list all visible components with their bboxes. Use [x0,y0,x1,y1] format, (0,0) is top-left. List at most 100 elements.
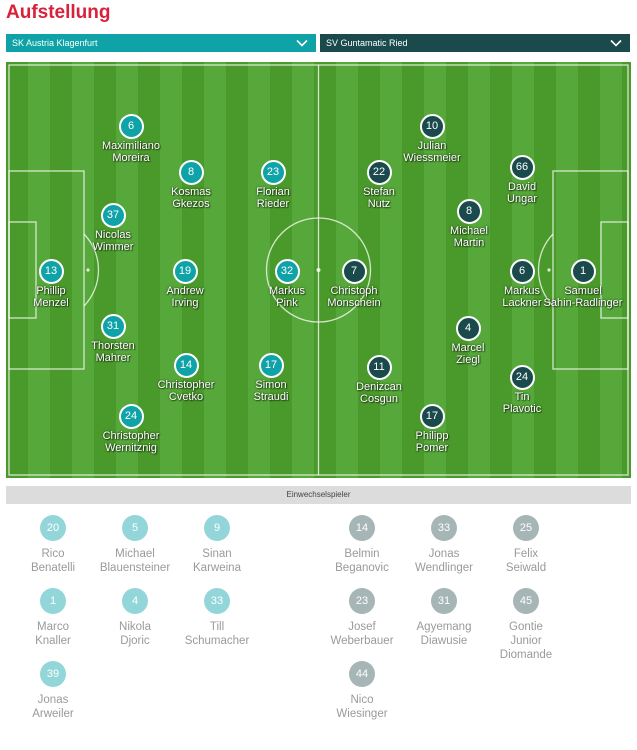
substitute-name: Nikola Djoric [119,621,151,647]
home-player[interactable]: 24 Christopher Wernitznig [86,404,176,454]
away-substitute[interactable]: 33 Jonas Wendlinger [396,515,492,575]
player-number: 10 [419,114,445,139]
away-substitute[interactable]: 23 Josef Weberbauer [314,588,410,648]
player-number: 37 [100,203,126,228]
substitute-number: 1 [40,588,66,614]
substitute-name: Belmin Beganovic [335,548,389,574]
substitute-name: Agyemang Diawusie [416,621,472,647]
away-substitute[interactable]: 44 Nico Wiesinger [314,661,410,721]
home-player[interactable]: 13 Phillip Menzel [6,259,96,309]
away-player[interactable]: 6 Markus Lackner [477,259,567,309]
player-name: Thorsten Mahrer [91,340,135,364]
player-number: 66 [509,155,535,180]
home-player[interactable]: 32 Markus Pink [242,259,332,309]
home-team-select[interactable]: SK Austria Klagenfurt [6,34,316,52]
home-player[interactable]: 19 Andrew Irving [140,259,230,309]
home-substitute[interactable]: 9 Sinan Karweina [169,515,265,575]
away-player[interactable]: 10 Julian Wiessmeier [387,114,477,164]
substitute-number: 5 [122,515,148,541]
away-player[interactable]: 11 Denizcan Cosgun [334,355,424,405]
away-substitute[interactable]: 14 Belmin Beganovic [314,515,410,575]
home-player[interactable]: 6 Maximiliano Moreira [86,114,176,164]
substitute-number: 44 [349,661,375,687]
player-name: Christoph Monschein [327,285,381,309]
page-title: Aufstellung [6,2,111,23]
player-name: Julian Wiessmeier [403,140,461,164]
substitute-number: 45 [513,588,539,614]
player-number: 23 [260,160,286,185]
player-number: 13 [38,259,64,284]
bench-header: Einwechselspieler [6,486,631,504]
away-player[interactable]: 8 Michael Martin [424,199,514,249]
chevron-down-icon [296,39,308,47]
substitute-number: 23 [349,588,375,614]
player-name: Tin Plavotic [502,391,542,415]
away-team-label: SV Guntamatic Ried [326,38,408,48]
away-player[interactable]: 4 Marcel Ziegl [423,316,513,366]
away-player[interactable]: 24 Tin Plavotic [477,365,567,415]
substitute-number: 39 [40,661,66,687]
player-name: Maximiliano Moreira [101,140,161,164]
substitute-number: 31 [431,588,457,614]
pitch-markings [8,64,629,476]
substitute-name: Michael Blauensteiner [99,548,171,574]
substitute-name: Rico Benatelli [30,548,76,574]
player-number: 8 [456,199,482,224]
player-name: Markus Pink [268,285,306,309]
player-name: Philipp Pomer [415,430,449,454]
away-player[interactable]: 1 Samuel Sahin-Radlinger [538,259,628,309]
away-player[interactable]: 7 Christoph Monschein [309,259,399,309]
home-substitute[interactable]: 4 Nikola Djoric [87,588,183,648]
home-player[interactable]: 14 Christopher Cvetko [141,353,231,403]
substitute-name: Marco Knaller [35,621,71,647]
substitute-name: Till Schumacher [184,621,250,647]
player-name: Christopher Wernitznig [102,430,160,454]
player-name: Simon Straudi [253,379,289,403]
substitute-name: Jonas Arweiler [32,694,74,720]
player-name: Stefan Nutz [363,186,395,210]
player-number: 6 [509,259,535,284]
away-substitute[interactable]: 45 Gontie Junior Diomande [478,588,574,662]
player-name: David Ungar [507,181,537,205]
home-player[interactable]: 31 Thorsten Mahrer [68,314,158,364]
home-substitute[interactable]: 1 Marco Knaller [5,588,101,648]
player-number: 24 [118,404,144,429]
home-substitute[interactable]: 39 Jonas Arweiler [5,661,101,721]
player-name: Andrew Irving [166,285,204,309]
player-name: Markus Lackner [502,285,542,309]
player-name: Michael Martin [450,225,488,249]
player-number: 24 [509,365,535,390]
substitute-number: 9 [204,515,230,541]
home-substitute[interactable]: 20 Rico Benatelli [5,515,101,575]
home-player[interactable]: 17 Simon Straudi [226,353,316,403]
player-number: 14 [173,353,199,378]
home-substitute[interactable]: 5 Michael Blauensteiner [87,515,183,575]
away-player[interactable]: 66 David Ungar [477,155,567,205]
away-player[interactable]: 22 Stefan Nutz [334,160,424,210]
player-number: 22 [366,160,392,185]
player-number: 32 [274,259,300,284]
substitute-name: Josef Weberbauer [330,621,394,647]
away-player[interactable]: 17 Philipp Pomer [387,404,477,454]
home-substitute[interactable]: 33 Till Schumacher [169,588,265,648]
substitute-number: 25 [513,515,539,541]
substitute-number: 4 [122,588,148,614]
home-player[interactable]: 37 Nicolas Wimmer [68,203,158,253]
home-player[interactable]: 23 Florian Rieder [228,160,318,210]
player-name: Nicolas Wimmer [92,229,134,253]
player-number: 8 [178,160,204,185]
substitute-name: Sinan Karweina [193,548,241,574]
player-number: 19 [172,259,198,284]
substitute-name: Gontie Junior Diomande [499,621,553,661]
home-team-label: SK Austria Klagenfurt [12,38,98,48]
player-number: 17 [258,353,284,378]
away-substitute[interactable]: 25 Felix Seiwald [478,515,574,575]
chevron-down-icon [610,39,622,47]
home-player[interactable]: 8 Kosmas Gkezos [146,160,236,210]
player-number: 1 [570,259,596,284]
player-name: Kosmas Gkezos [171,186,211,210]
away-team-select[interactable]: SV Guntamatic Ried [320,34,630,52]
away-substitute[interactable]: 31 Agyemang Diawusie [396,588,492,648]
player-name: Denizcan Cosgun [356,381,402,405]
player-number: 7 [341,259,367,284]
